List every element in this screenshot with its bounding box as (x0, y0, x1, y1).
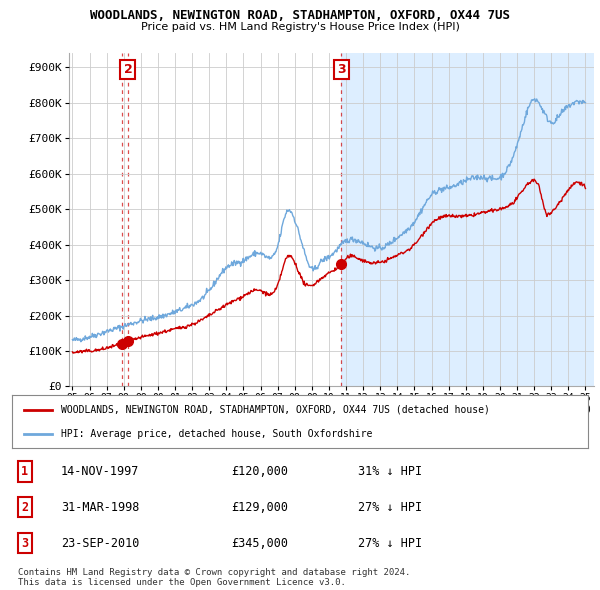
Text: £120,000: £120,000 (231, 465, 288, 478)
Text: £129,000: £129,000 (231, 501, 288, 514)
Text: WOODLANDS, NEWINGTON ROAD, STADHAMPTON, OXFORD, OX44 7US: WOODLANDS, NEWINGTON ROAD, STADHAMPTON, … (90, 9, 510, 22)
Text: 3: 3 (337, 63, 346, 76)
Text: 31% ↓ HPI: 31% ↓ HPI (358, 465, 422, 478)
Text: 31-MAR-1998: 31-MAR-1998 (61, 501, 139, 514)
Bar (341, 53, 600, 386)
Text: 27% ↓ HPI: 27% ↓ HPI (358, 537, 422, 550)
Text: 1: 1 (21, 465, 28, 478)
Text: HPI: Average price, detached house, South Oxfordshire: HPI: Average price, detached house, Sout… (61, 429, 373, 439)
Text: £345,000: £345,000 (231, 537, 288, 550)
Text: 14-NOV-1997: 14-NOV-1997 (61, 465, 139, 478)
Text: 2: 2 (124, 63, 133, 76)
Text: Contains HM Land Registry data © Crown copyright and database right 2024.
This d: Contains HM Land Registry data © Crown c… (18, 568, 410, 587)
Text: 27% ↓ HPI: 27% ↓ HPI (358, 501, 422, 514)
Text: 3: 3 (21, 537, 28, 550)
Text: Price paid vs. HM Land Registry's House Price Index (HPI): Price paid vs. HM Land Registry's House … (140, 22, 460, 32)
Text: 23-SEP-2010: 23-SEP-2010 (61, 537, 139, 550)
Text: 2: 2 (21, 501, 28, 514)
Text: WOODLANDS, NEWINGTON ROAD, STADHAMPTON, OXFORD, OX44 7US (detached house): WOODLANDS, NEWINGTON ROAD, STADHAMPTON, … (61, 405, 490, 415)
